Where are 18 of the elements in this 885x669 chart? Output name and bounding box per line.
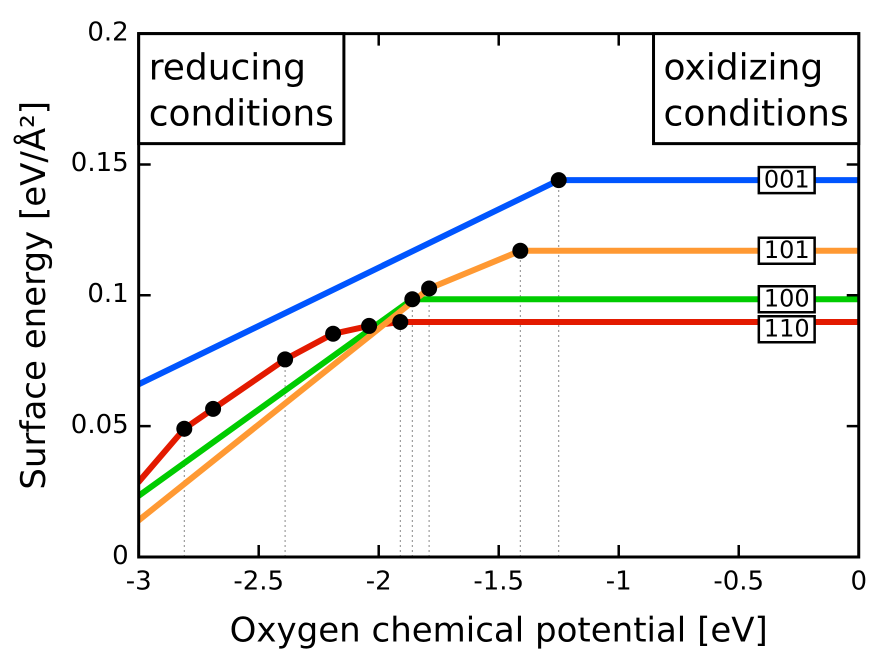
series-label: 100 xyxy=(764,284,810,312)
x-tick-label: -1 xyxy=(606,566,632,596)
y-tick-label: 0.1 xyxy=(87,279,129,310)
annotation: reducing conditions xyxy=(148,48,334,135)
series-label: 110 xyxy=(764,314,810,342)
y-tick-label: 0.05 xyxy=(70,410,129,440)
y-axis-title: Surface energy [eV/Å²] xyxy=(13,100,54,490)
x-tick-label: -2 xyxy=(366,566,392,596)
y-tick-label: 0.15 xyxy=(70,148,129,178)
series-label: 001 xyxy=(764,165,810,194)
x-tick-label: -2.5 xyxy=(233,566,284,596)
x-tick-label: -0.5 xyxy=(713,566,764,596)
series-label: 101 xyxy=(764,236,810,264)
x-axis-title: Oxygen chemical potential [eV] xyxy=(230,610,768,650)
x-tick-label: 0 xyxy=(850,566,867,596)
y-tick-label: 0.2 xyxy=(87,17,129,48)
x-tick-label: -1.5 xyxy=(473,566,524,596)
annotation: oxidizing conditions xyxy=(664,48,849,135)
